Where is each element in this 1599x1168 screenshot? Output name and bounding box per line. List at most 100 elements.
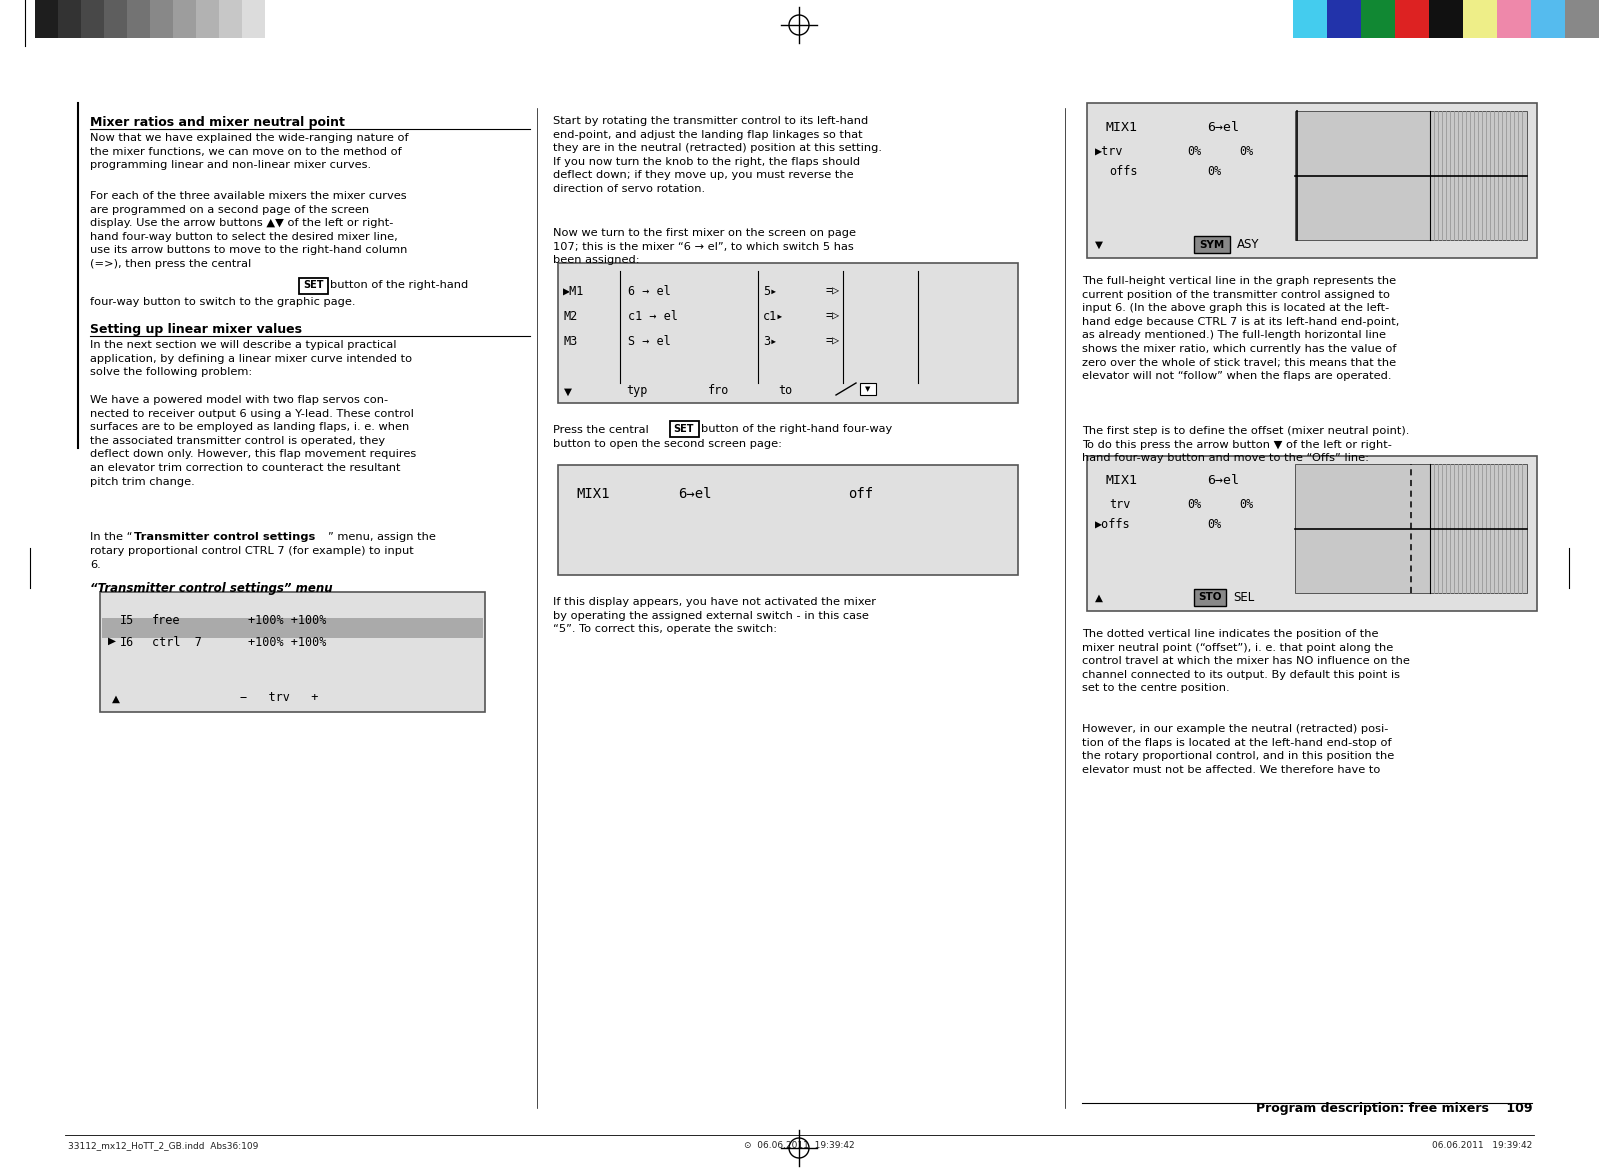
Text: Mixer ratios and mixer neutral point: Mixer ratios and mixer neutral point (90, 116, 345, 128)
Text: 06.06.2011   19:39:42: 06.06.2011 19:39:42 (1431, 1141, 1532, 1150)
Text: +100% +100%: +100% +100% (248, 637, 326, 649)
Text: Now that we have explained the wide-ranging nature of
the mixer functions, we ca: Now that we have explained the wide-rang… (90, 133, 409, 171)
Text: Now we turn to the first mixer on the screen on page
107; this is the mixer “6 →: Now we turn to the first mixer on the sc… (553, 228, 855, 265)
Bar (1497, 0, 1530, 39)
Bar (1327, 0, 1361, 39)
Text: ” menu, assign the: ” menu, assign the (328, 531, 437, 542)
Text: ▲: ▲ (1095, 593, 1103, 603)
Text: ASY: ASY (1238, 238, 1260, 251)
Text: 0%: 0% (1239, 145, 1254, 158)
Text: 6→el: 6→el (1207, 474, 1239, 487)
Text: I6: I6 (120, 637, 134, 649)
FancyBboxPatch shape (299, 278, 328, 293)
Text: 0%: 0% (1207, 517, 1222, 531)
Bar (1087, 103, 1537, 258)
Text: Press the central: Press the central (553, 425, 649, 434)
Bar (126, 0, 150, 39)
Text: c1▸: c1▸ (763, 310, 785, 324)
Text: The first step is to define the offset (mixer neutral point).
To do this press t: The first step is to define the offset (… (1083, 426, 1409, 464)
Bar (241, 0, 265, 39)
Bar (558, 263, 1019, 403)
Bar (1087, 456, 1537, 611)
Text: free: free (152, 614, 181, 627)
Text: M3: M3 (563, 335, 577, 348)
Bar (35, 0, 58, 39)
Text: ctrl  7: ctrl 7 (152, 637, 201, 649)
Text: button to open the second screen page:: button to open the second screen page: (553, 439, 782, 449)
Text: 6.: 6. (90, 559, 101, 570)
Text: MIX1: MIX1 (576, 487, 609, 501)
Text: rotary proportional control CTRL 7 (for example) to input: rotary proportional control CTRL 7 (for … (90, 545, 414, 556)
Text: 33112_mx12_HoTT_2_GB.indd  Abs36:109: 33112_mx12_HoTT_2_GB.indd Abs36:109 (69, 1141, 259, 1150)
FancyBboxPatch shape (1194, 589, 1226, 606)
Bar (1565, 0, 1599, 39)
Text: ▼: ▼ (564, 387, 572, 397)
Bar (1361, 0, 1394, 39)
Bar (1295, 111, 1527, 239)
Text: to: to (779, 384, 792, 397)
Text: SET: SET (673, 424, 694, 434)
Text: −   trv   +: − trv + (240, 691, 318, 704)
Text: ▶M1: ▶M1 (563, 285, 584, 298)
Bar (1463, 0, 1497, 39)
Bar (1294, 0, 1327, 39)
Text: =▷: =▷ (827, 285, 839, 298)
Text: In the “: In the “ (90, 531, 133, 542)
Text: button of the right-hand: button of the right-hand (329, 280, 469, 290)
Text: 3▸: 3▸ (763, 335, 777, 348)
Text: MIX1: MIX1 (1105, 474, 1137, 487)
Bar (58, 0, 82, 39)
Bar (197, 0, 219, 39)
Text: Start by rotating the transmitter control to its left-hand
end-point, and adjust: Start by rotating the transmitter contro… (553, 116, 883, 194)
Text: offs: offs (1110, 165, 1137, 178)
Bar (104, 0, 126, 39)
Text: ▶: ▶ (109, 637, 117, 646)
Text: 5▸: 5▸ (763, 285, 777, 298)
Bar (101, 592, 484, 712)
Text: four-way button to switch to the graphic page.: four-way button to switch to the graphic… (90, 297, 355, 307)
Text: For each of the three available mixers the mixer curves
are programmed on a seco: For each of the three available mixers t… (90, 192, 408, 269)
Text: MIX1: MIX1 (1105, 121, 1137, 134)
Text: trv: trv (1110, 498, 1130, 512)
Text: fro: fro (708, 384, 729, 397)
Text: In the next section we will describe a typical practical
application, by definin: In the next section we will describe a t… (90, 340, 413, 377)
Text: ▶offs: ▶offs (1095, 517, 1130, 531)
Bar (150, 0, 173, 39)
Text: However, in our example the neutral (retracted) posi-
tion of the flaps is locat: However, in our example the neutral (ret… (1083, 724, 1394, 774)
Text: =▷: =▷ (827, 310, 839, 324)
Text: 0%: 0% (1239, 498, 1254, 512)
Text: c1 → el: c1 → el (628, 310, 678, 324)
Text: button of the right-hand four-way: button of the right-hand four-way (700, 424, 892, 434)
Text: 6→el: 6→el (1207, 121, 1239, 134)
Text: I5: I5 (120, 614, 134, 627)
Bar (1430, 0, 1463, 39)
FancyBboxPatch shape (670, 420, 699, 437)
Bar (219, 0, 241, 39)
Text: ⊙  06.06.2011  19:39:42: ⊙ 06.06.2011 19:39:42 (744, 1141, 854, 1150)
Bar (173, 0, 197, 39)
Text: SET: SET (302, 280, 323, 290)
Text: 6 → el: 6 → el (628, 285, 670, 298)
Text: M2: M2 (563, 310, 577, 324)
Bar (102, 618, 483, 638)
Text: The dotted vertical line indicates the position of the
mixer neutral point (“off: The dotted vertical line indicates the p… (1083, 630, 1410, 694)
Text: ▼: ▼ (865, 385, 871, 392)
Text: SYM: SYM (1199, 239, 1225, 250)
Text: ▲: ▲ (112, 694, 120, 704)
Text: 6→el: 6→el (678, 487, 712, 501)
Text: 0%: 0% (1207, 165, 1222, 178)
Text: Program description: free mixers    109: Program description: free mixers 109 (1255, 1101, 1532, 1115)
Text: 0%: 0% (1186, 498, 1201, 512)
Text: =▷: =▷ (827, 335, 839, 348)
Text: Setting up linear mixer values: Setting up linear mixer values (90, 324, 302, 336)
Text: ▶trv: ▶trv (1095, 145, 1124, 158)
Text: “Transmitter control settings” menu: “Transmitter control settings” menu (90, 582, 333, 595)
Text: S → el: S → el (628, 335, 670, 348)
Text: The full-height vertical line in the graph represents the
current position of th: The full-height vertical line in the gra… (1083, 276, 1399, 381)
Bar (1394, 0, 1430, 39)
Text: typ: typ (625, 384, 648, 397)
Text: 0%: 0% (1186, 145, 1201, 158)
Bar (1530, 0, 1565, 39)
FancyBboxPatch shape (1194, 236, 1230, 253)
Text: SEL: SEL (1233, 591, 1254, 604)
